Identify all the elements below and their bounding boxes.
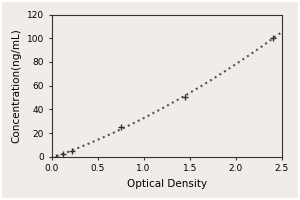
X-axis label: Optical Density: Optical Density <box>127 179 207 189</box>
Y-axis label: Concentration(ng/mL): Concentration(ng/mL) <box>11 28 21 143</box>
